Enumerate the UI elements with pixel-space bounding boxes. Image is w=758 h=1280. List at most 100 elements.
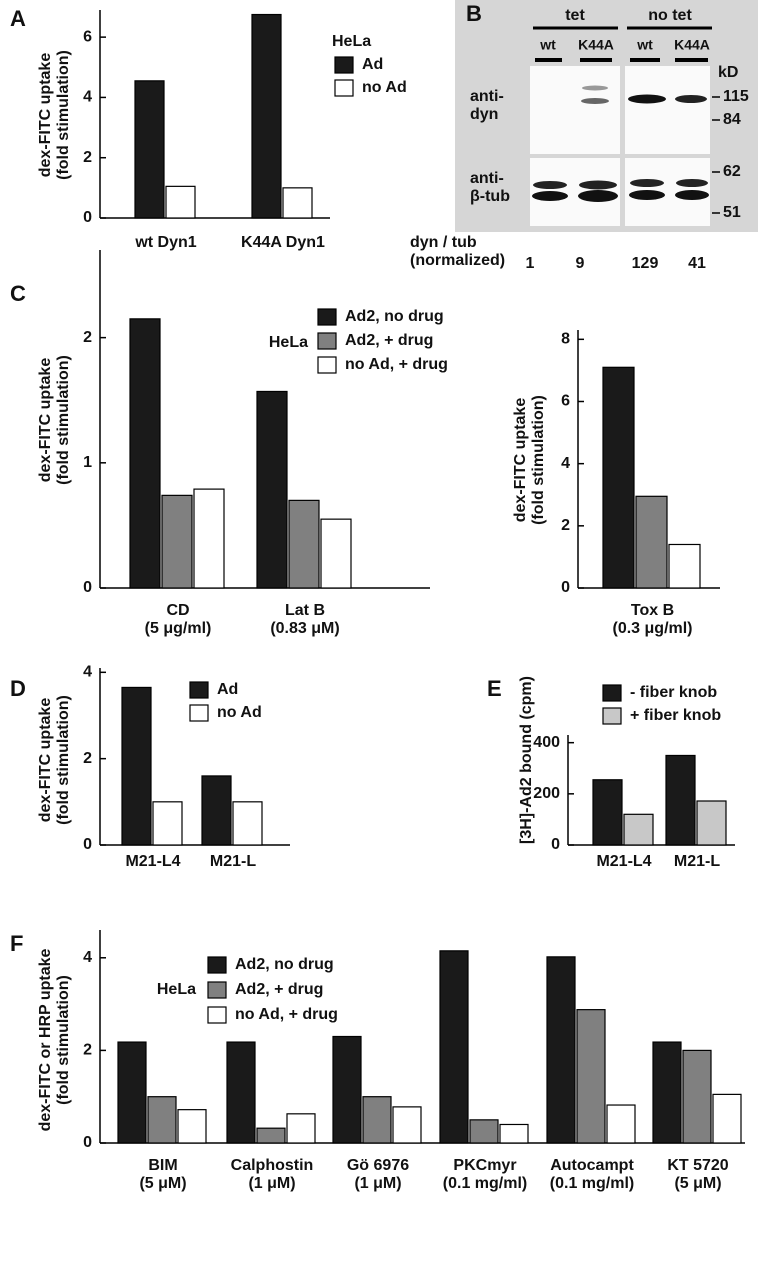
bar bbox=[546, 956, 576, 1144]
bar bbox=[232, 801, 263, 846]
legend-swatch bbox=[189, 704, 209, 722]
x-tick-label: M21-L4 bbox=[596, 853, 651, 870]
y-tick-label: 0 bbox=[83, 836, 92, 853]
band bbox=[630, 179, 664, 187]
panel-letter: B bbox=[466, 1, 482, 26]
bar bbox=[256, 390, 288, 589]
legend-label: Ad2, no drug bbox=[345, 308, 444, 325]
ratio-value: 41 bbox=[688, 255, 706, 272]
legend-label: + fiber knob bbox=[630, 707, 721, 724]
legend-label: no Ad bbox=[362, 79, 407, 96]
bar bbox=[147, 1096, 177, 1144]
bar bbox=[165, 185, 196, 219]
x-tick-label: KT 5720 (5 μM) bbox=[667, 1157, 728, 1192]
panel-letter: D bbox=[10, 676, 26, 701]
bar bbox=[635, 495, 668, 589]
x-tick-label: Lat B (0.83 μM) bbox=[270, 602, 339, 637]
bar bbox=[129, 318, 161, 589]
bar bbox=[201, 775, 232, 846]
band bbox=[675, 95, 707, 103]
y-tick-label: 4 bbox=[83, 89, 92, 106]
y-tick-label: 6 bbox=[83, 28, 92, 45]
y-tick-label: 4 bbox=[561, 455, 570, 472]
y-axis-label: dex-FITC uptake(fold stimulation) bbox=[37, 50, 72, 180]
x-tick-label: CD (5 μg/ml) bbox=[145, 602, 212, 637]
bar bbox=[256, 1127, 286, 1144]
y-tick-label: 2 bbox=[83, 1042, 92, 1059]
band bbox=[675, 190, 709, 200]
bar bbox=[602, 366, 635, 589]
y-tick-label: 2 bbox=[561, 517, 570, 534]
legend-label: Ad2, + drug bbox=[345, 332, 433, 349]
bar bbox=[161, 494, 193, 589]
bar bbox=[193, 488, 225, 589]
band bbox=[578, 190, 618, 202]
bar bbox=[134, 80, 165, 219]
bar bbox=[392, 1106, 422, 1144]
panel-letter: A bbox=[10, 6, 26, 31]
legend-title: HeLa bbox=[332, 33, 371, 50]
legend-swatch bbox=[317, 356, 337, 374]
unit-label: kD bbox=[718, 64, 738, 81]
bar bbox=[282, 187, 313, 219]
legend-label: no Ad, + drug bbox=[235, 1006, 338, 1023]
legend-label: Ad bbox=[362, 56, 383, 73]
legend-label: Ad bbox=[217, 681, 238, 698]
bar bbox=[652, 1041, 682, 1144]
bar bbox=[576, 1009, 606, 1144]
legend-swatch bbox=[207, 981, 227, 999]
blot-frame bbox=[625, 66, 710, 154]
legend-swatch bbox=[602, 684, 622, 702]
band bbox=[533, 181, 567, 189]
lane-label: K44A bbox=[674, 37, 710, 53]
bar bbox=[606, 1104, 636, 1144]
y-axis-label: dex-FITC uptake(fold stimulation) bbox=[37, 695, 72, 825]
band bbox=[532, 191, 568, 201]
y-tick-label: 8 bbox=[561, 331, 570, 348]
panel-letter: F bbox=[10, 931, 23, 956]
ratio-value: 1 bbox=[526, 255, 535, 272]
x-tick-label: wt Dyn1 bbox=[134, 234, 196, 251]
y-tick-label: 4 bbox=[83, 949, 92, 966]
legend-swatch bbox=[207, 1006, 227, 1024]
band bbox=[582, 85, 608, 91]
lane-label: wt bbox=[539, 37, 556, 53]
y-axis-label: dex-FITC uptake(fold stimulation) bbox=[512, 395, 547, 525]
legend-swatch bbox=[189, 681, 209, 699]
bar bbox=[121, 686, 152, 846]
bar bbox=[251, 13, 282, 219]
bar bbox=[117, 1041, 147, 1144]
band bbox=[581, 98, 609, 104]
ratio-value: 9 bbox=[576, 255, 585, 272]
bar bbox=[592, 779, 623, 846]
legend-label: - fiber knob bbox=[630, 684, 717, 701]
panel-letter: C bbox=[10, 281, 26, 306]
bar bbox=[668, 543, 701, 589]
legend-swatch bbox=[602, 707, 622, 725]
band bbox=[579, 180, 617, 190]
y-tick-label: 6 bbox=[561, 393, 570, 410]
x-tick-label: Autocampt (0.1 mg/ml) bbox=[550, 1157, 635, 1192]
y-tick-label: 0 bbox=[561, 579, 570, 596]
x-tick-label: BIM (5 μM) bbox=[139, 1157, 186, 1192]
bar bbox=[682, 1049, 712, 1144]
lane-label: K44A bbox=[578, 37, 614, 53]
group-label: tet bbox=[565, 7, 585, 24]
y-tick-label: 0 bbox=[83, 1134, 92, 1151]
y-tick-label: 1 bbox=[83, 454, 92, 471]
bar bbox=[332, 1035, 362, 1144]
legend-swatch bbox=[317, 308, 337, 326]
bar bbox=[286, 1113, 316, 1144]
x-tick-label: Calphostin (1 μM) bbox=[231, 1157, 314, 1192]
legend-swatch bbox=[334, 79, 354, 97]
bar bbox=[623, 813, 654, 846]
panel-letter: E bbox=[487, 676, 502, 701]
panel-b: B tet no tet wt K44A wt K44A anti-dyn an… bbox=[410, 0, 758, 272]
y-tick-label: 2 bbox=[83, 149, 92, 166]
bar bbox=[712, 1093, 742, 1144]
marker-label: 51 bbox=[723, 204, 741, 221]
y-tick-label: 200 bbox=[533, 785, 560, 802]
lane-label: wt bbox=[636, 37, 653, 53]
x-tick-label: M21-L bbox=[210, 853, 256, 870]
